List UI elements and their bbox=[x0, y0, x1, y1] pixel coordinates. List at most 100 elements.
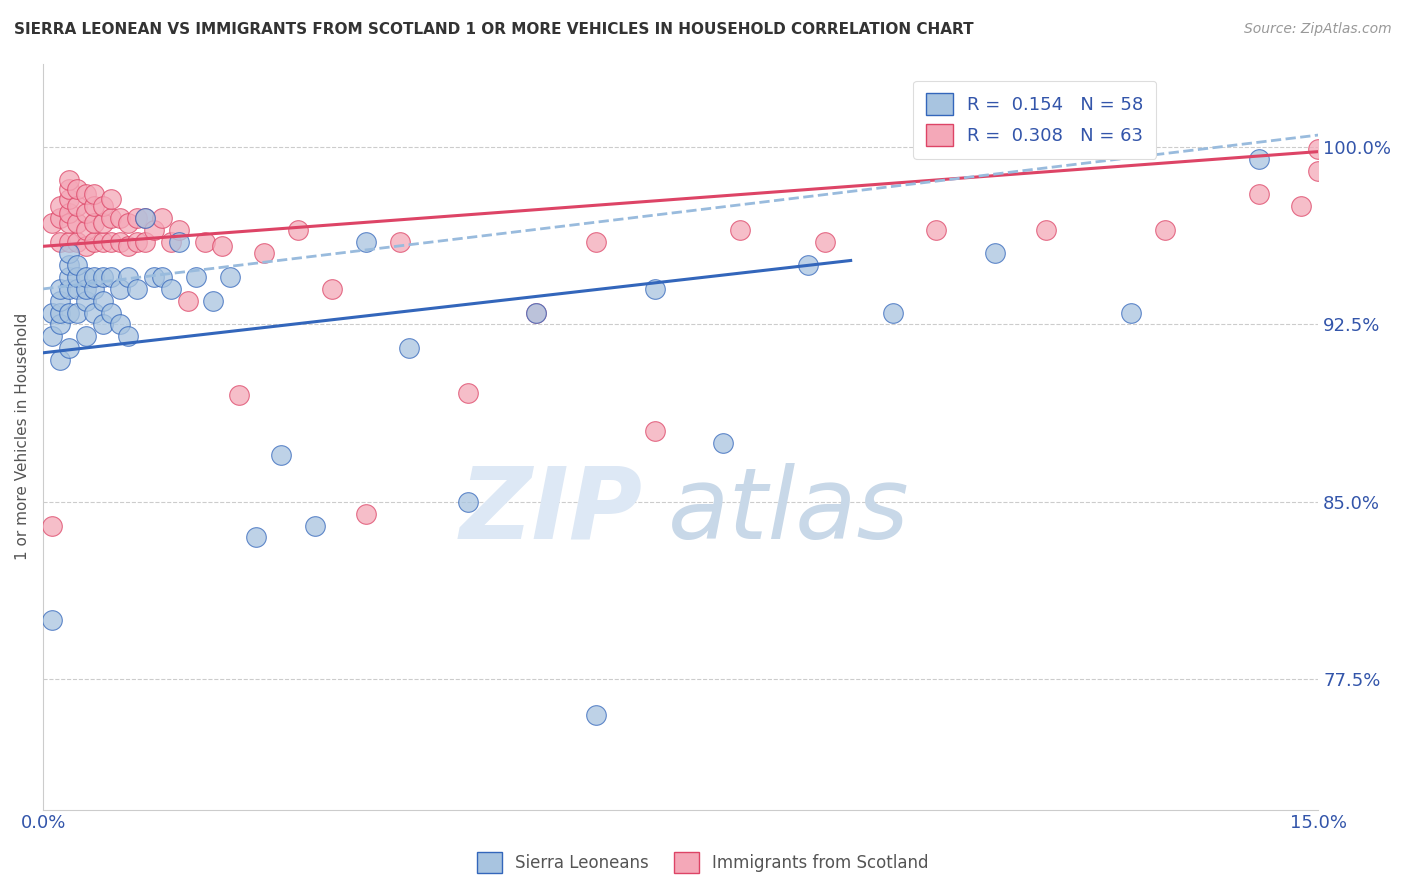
Point bbox=[797, 258, 820, 272]
Point bbox=[91, 235, 114, 249]
Point bbox=[711, 435, 734, 450]
Legend: R =  0.154   N = 58, R =  0.308   N = 63: R = 0.154 N = 58, R = 0.308 N = 63 bbox=[912, 80, 1156, 159]
Point bbox=[728, 223, 751, 237]
Point bbox=[117, 270, 139, 285]
Point bbox=[49, 318, 72, 332]
Point bbox=[58, 192, 80, 206]
Point bbox=[66, 305, 89, 319]
Point bbox=[150, 211, 173, 225]
Point bbox=[1247, 187, 1270, 202]
Point bbox=[1247, 152, 1270, 166]
Point bbox=[134, 235, 156, 249]
Point bbox=[58, 282, 80, 296]
Point bbox=[134, 211, 156, 225]
Point bbox=[66, 182, 89, 196]
Point bbox=[354, 507, 377, 521]
Point bbox=[108, 318, 131, 332]
Point bbox=[83, 216, 105, 230]
Point bbox=[1121, 305, 1143, 319]
Point bbox=[117, 239, 139, 253]
Point bbox=[524, 305, 547, 319]
Point bbox=[202, 293, 225, 308]
Point bbox=[287, 223, 309, 237]
Point bbox=[83, 270, 105, 285]
Point bbox=[108, 235, 131, 249]
Point bbox=[91, 318, 114, 332]
Text: atlas: atlas bbox=[668, 463, 910, 560]
Point bbox=[49, 282, 72, 296]
Point bbox=[644, 282, 666, 296]
Point bbox=[83, 282, 105, 296]
Point bbox=[304, 518, 326, 533]
Point bbox=[398, 341, 420, 355]
Text: ZIP: ZIP bbox=[460, 463, 643, 560]
Point bbox=[58, 246, 80, 260]
Point bbox=[83, 199, 105, 213]
Point bbox=[245, 530, 267, 544]
Point bbox=[75, 329, 97, 343]
Point bbox=[83, 305, 105, 319]
Point bbox=[75, 282, 97, 296]
Point bbox=[49, 211, 72, 225]
Point bbox=[100, 270, 122, 285]
Point bbox=[167, 223, 190, 237]
Point bbox=[66, 216, 89, 230]
Point bbox=[58, 341, 80, 355]
Point bbox=[100, 235, 122, 249]
Point bbox=[41, 329, 63, 343]
Point bbox=[585, 235, 607, 249]
Point bbox=[58, 305, 80, 319]
Point bbox=[66, 199, 89, 213]
Point bbox=[457, 386, 479, 401]
Point bbox=[142, 270, 165, 285]
Point bbox=[91, 293, 114, 308]
Point bbox=[211, 239, 233, 253]
Point bbox=[457, 495, 479, 509]
Point bbox=[1289, 199, 1312, 213]
Point bbox=[58, 258, 80, 272]
Text: Source: ZipAtlas.com: Source: ZipAtlas.com bbox=[1244, 22, 1392, 37]
Point bbox=[58, 182, 80, 196]
Point bbox=[882, 305, 904, 319]
Point bbox=[108, 211, 131, 225]
Point bbox=[49, 293, 72, 308]
Point bbox=[58, 206, 80, 220]
Point bbox=[194, 235, 217, 249]
Point bbox=[389, 235, 412, 249]
Point bbox=[83, 187, 105, 202]
Point bbox=[41, 305, 63, 319]
Point bbox=[117, 216, 139, 230]
Point bbox=[228, 388, 250, 402]
Point bbox=[91, 270, 114, 285]
Point bbox=[100, 305, 122, 319]
Point bbox=[984, 246, 1007, 260]
Point bbox=[159, 235, 181, 249]
Text: SIERRA LEONEAN VS IMMIGRANTS FROM SCOTLAND 1 OR MORE VEHICLES IN HOUSEHOLD CORRE: SIERRA LEONEAN VS IMMIGRANTS FROM SCOTLA… bbox=[14, 22, 974, 37]
Point bbox=[814, 235, 837, 249]
Point bbox=[125, 211, 148, 225]
Point bbox=[83, 235, 105, 249]
Point bbox=[1154, 223, 1177, 237]
Point bbox=[91, 199, 114, 213]
Point bbox=[75, 239, 97, 253]
Point bbox=[524, 305, 547, 319]
Point bbox=[117, 329, 139, 343]
Point bbox=[49, 352, 72, 367]
Point bbox=[167, 235, 190, 249]
Point bbox=[41, 613, 63, 627]
Point bbox=[108, 282, 131, 296]
Point bbox=[58, 235, 80, 249]
Point bbox=[1035, 223, 1057, 237]
Point bbox=[644, 424, 666, 438]
Point bbox=[150, 270, 173, 285]
Point bbox=[66, 282, 89, 296]
Point bbox=[321, 282, 343, 296]
Point bbox=[41, 216, 63, 230]
Point bbox=[58, 173, 80, 187]
Point bbox=[142, 223, 165, 237]
Point bbox=[66, 258, 89, 272]
Point bbox=[125, 235, 148, 249]
Point bbox=[91, 216, 114, 230]
Point bbox=[134, 211, 156, 225]
Point bbox=[125, 282, 148, 296]
